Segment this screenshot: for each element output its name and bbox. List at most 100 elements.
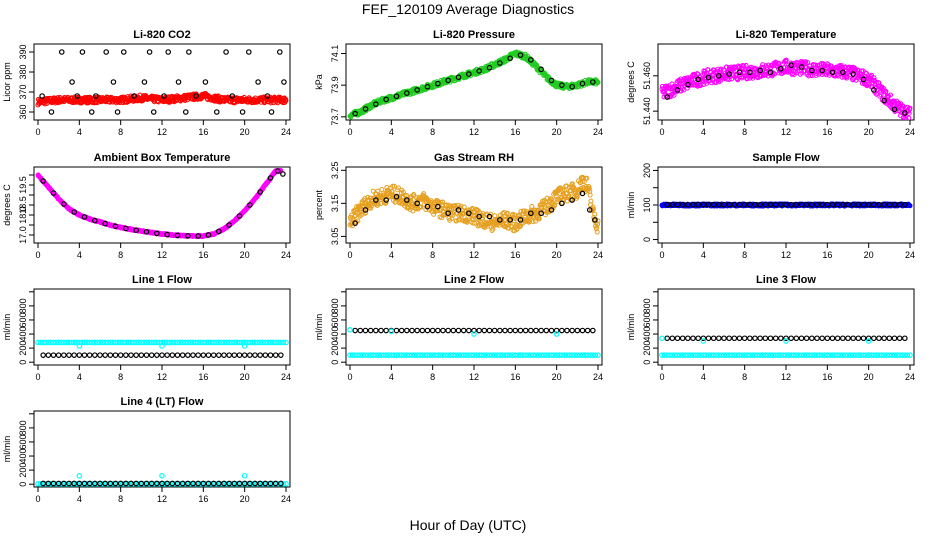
data-point bbox=[586, 185, 592, 191]
data-point bbox=[45, 339, 52, 346]
data-point bbox=[115, 481, 121, 487]
data-point bbox=[855, 335, 862, 342]
data-point bbox=[507, 352, 513, 358]
data-point bbox=[695, 335, 701, 342]
y-tick-label: 0 bbox=[18, 360, 28, 365]
data-point bbox=[393, 193, 400, 200]
y-axis-label: ml/min bbox=[626, 314, 636, 341]
y-axis-label: degrees C bbox=[2, 184, 12, 226]
data-point bbox=[154, 339, 160, 346]
data-point bbox=[531, 214, 537, 220]
data-point bbox=[213, 339, 220, 346]
data-point bbox=[538, 327, 544, 334]
data-point bbox=[92, 217, 98, 224]
data-point bbox=[94, 339, 101, 346]
data-point bbox=[216, 480, 222, 487]
data-point bbox=[159, 472, 165, 479]
data-point bbox=[767, 69, 774, 76]
data-point bbox=[247, 202, 253, 208]
data-point bbox=[538, 210, 544, 217]
data-point bbox=[278, 352, 284, 358]
x-tick-label: 16 bbox=[198, 494, 208, 504]
data-point bbox=[472, 220, 478, 226]
chart-title: Line 4 (LT) Flow bbox=[121, 396, 204, 408]
data-point bbox=[904, 352, 911, 358]
data-point bbox=[876, 335, 882, 342]
data-point bbox=[888, 92, 894, 98]
x-tick-label: 4 bbox=[701, 127, 706, 137]
data-point bbox=[543, 352, 550, 358]
y-axis-label: ml/min bbox=[314, 314, 324, 341]
data-point bbox=[819, 335, 825, 342]
data-point bbox=[538, 66, 544, 73]
data-point bbox=[860, 352, 867, 358]
y-tick-label: 200 bbox=[330, 341, 340, 356]
data-point bbox=[511, 228, 517, 234]
data-point bbox=[564, 352, 570, 358]
data-point bbox=[110, 79, 117, 85]
data-point bbox=[814, 335, 820, 342]
data-point bbox=[97, 339, 103, 346]
data-point bbox=[358, 212, 364, 218]
data-point bbox=[213, 481, 220, 487]
data-point bbox=[845, 201, 851, 208]
data-point bbox=[427, 352, 433, 358]
data-point bbox=[404, 197, 410, 203]
data-point bbox=[685, 352, 691, 358]
data-point bbox=[669, 335, 676, 342]
data-point bbox=[533, 352, 539, 358]
data-point bbox=[677, 352, 683, 358]
data-point bbox=[159, 343, 165, 349]
data-point bbox=[700, 79, 706, 85]
data-point bbox=[383, 96, 389, 103]
data-point bbox=[865, 201, 872, 208]
x-tick-label: 20 bbox=[552, 372, 562, 382]
data-point bbox=[739, 352, 745, 358]
data-point bbox=[561, 352, 568, 358]
x-tick-label: 12 bbox=[157, 494, 167, 504]
data-point bbox=[368, 205, 374, 211]
data-point bbox=[788, 335, 794, 342]
data-point bbox=[151, 339, 158, 346]
data-point bbox=[478, 352, 485, 358]
data-point bbox=[757, 352, 763, 358]
data-point bbox=[68, 339, 75, 346]
data-point bbox=[806, 352, 813, 358]
data-point bbox=[257, 352, 263, 358]
x-tick-label: 16 bbox=[822, 127, 832, 137]
data-point bbox=[690, 335, 696, 342]
data-point bbox=[891, 201, 898, 208]
data-point bbox=[834, 352, 841, 358]
x-tick-label: 8 bbox=[118, 127, 123, 137]
data-point bbox=[383, 352, 389, 358]
data-point bbox=[883, 352, 890, 358]
data-point bbox=[114, 109, 121, 115]
data-point bbox=[881, 335, 887, 342]
data-point bbox=[239, 339, 245, 346]
data-point bbox=[143, 480, 150, 487]
data-point bbox=[61, 339, 67, 346]
data-point bbox=[210, 339, 217, 346]
data-point bbox=[484, 352, 490, 358]
x-tick-label: 4 bbox=[77, 250, 82, 260]
data-point bbox=[723, 352, 730, 358]
data-point bbox=[76, 343, 83, 349]
y-tick-label: 380 bbox=[18, 64, 28, 79]
data-point bbox=[741, 63, 747, 69]
data-point bbox=[508, 223, 514, 229]
data-point bbox=[538, 352, 544, 358]
data-layer bbox=[35, 472, 289, 487]
data-point bbox=[865, 338, 872, 344]
data-point bbox=[540, 352, 547, 358]
x-tick-label: 4 bbox=[389, 372, 394, 382]
y-tick-label: 73.7 bbox=[330, 108, 340, 126]
data-point bbox=[724, 64, 730, 70]
data-point bbox=[850, 201, 856, 208]
data-point bbox=[507, 55, 513, 62]
data-point bbox=[695, 352, 701, 358]
data-point bbox=[283, 339, 289, 346]
data-point bbox=[824, 201, 831, 208]
data-point bbox=[414, 352, 420, 358]
x-tick-label: 8 bbox=[742, 127, 747, 137]
